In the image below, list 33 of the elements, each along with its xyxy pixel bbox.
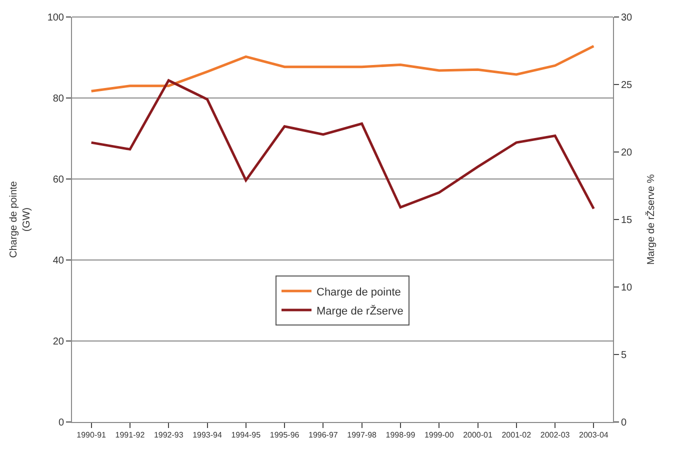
x-tick-label: 2003-04 xyxy=(579,430,609,440)
y2-tick-label: 15 xyxy=(621,215,633,226)
x-tick-label: 1996-97 xyxy=(308,430,338,440)
y2-tick-label: 20 xyxy=(621,148,633,158)
y2-axis-title: Marge de rŽserve % xyxy=(645,174,658,265)
y2-tick-label: 10 xyxy=(621,282,633,294)
x-tick-label: 2001-02 xyxy=(502,430,532,440)
x-tick-label: 1998-99 xyxy=(386,430,416,440)
y2-tick-label: 5 xyxy=(621,350,627,361)
x-tick-label: 2002-03 xyxy=(540,430,570,440)
x-tick-label: 1993-94 xyxy=(192,430,222,440)
legend-label: Marge de rŽserve xyxy=(316,304,404,318)
x-tick-label: 1997-98 xyxy=(347,430,378,440)
y2-tick-label: 25 xyxy=(621,80,633,91)
x-tick-label: 1991-92 xyxy=(115,430,146,440)
line-series xyxy=(90,79,595,210)
y-tick-label: 40 xyxy=(52,256,64,266)
x-tick-label: 1992-93 xyxy=(154,430,184,440)
y-tick-label: 20 xyxy=(52,336,64,348)
x-tick-label: 1994-95 xyxy=(231,430,262,440)
y-tick-label: 60 xyxy=(52,174,64,186)
x-tick-label: 1995-96 xyxy=(270,430,300,440)
y-tick-label: 80 xyxy=(52,94,64,104)
legend-label: Charge de pointe xyxy=(316,286,401,298)
y-tick-label: 0 xyxy=(58,418,64,428)
x-tick-label: 1990-91 xyxy=(76,430,107,440)
y2-tick-label: 0 xyxy=(621,418,627,428)
y-tick-label: 100 xyxy=(47,12,64,24)
y-axis-title: Charge de pointe (GW) xyxy=(8,180,32,258)
x-tick-label: 2000-01 xyxy=(463,430,493,440)
line-series xyxy=(90,44,595,92)
x-tick-label: 1999-00 xyxy=(424,430,454,440)
y2-tick-label: 30 xyxy=(621,12,633,24)
